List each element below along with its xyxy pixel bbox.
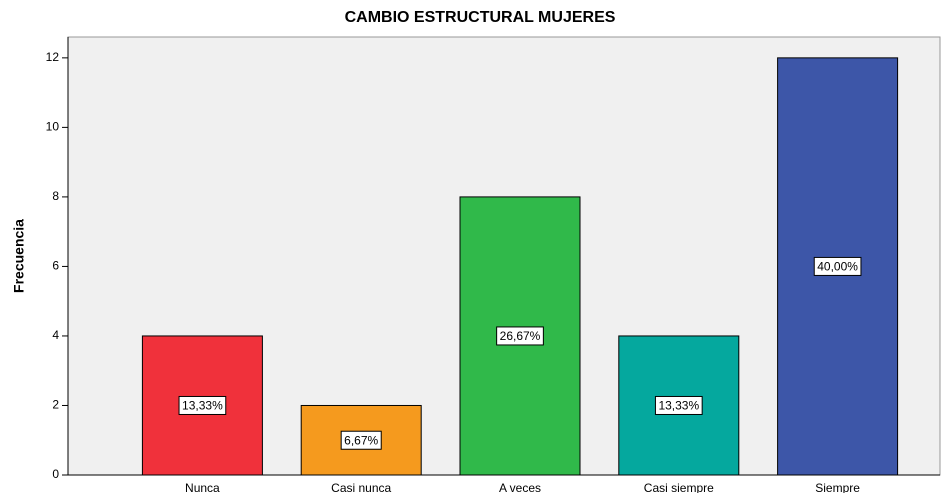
data-label: 40,00% [817,260,858,274]
data-label: 13,33% [182,399,223,413]
data-label: 13,33% [658,399,699,413]
x-tick-label: A veces [499,481,541,493]
y-tick-label: 4 [52,328,59,342]
x-tick-label: Casi siempre [644,481,714,493]
y-axis-label: Frecuencia [11,219,27,293]
y-tick-label: 12 [46,50,60,64]
y-tick-label: 2 [52,398,59,412]
y-tick-label: 0 [52,467,59,481]
data-label: 26,67% [500,329,541,343]
data-label-box [496,326,544,346]
data-label-box [178,395,227,415]
chart-title: CAMBIO ESTRUCTURAL MUJERES [345,9,616,26]
data-label: 6,67% [344,433,378,447]
y-tick-label: 6 [52,259,59,273]
y-tick-label: 8 [52,189,59,203]
x-tick-label: Nunca [185,481,220,493]
data-label-box [654,395,703,415]
x-tick-label: Casi nunca [331,481,391,493]
y-tick-label: 10 [46,120,60,134]
data-label-box [340,430,382,450]
data-label-box [813,256,862,276]
x-tick-label: Siempre [815,481,860,493]
